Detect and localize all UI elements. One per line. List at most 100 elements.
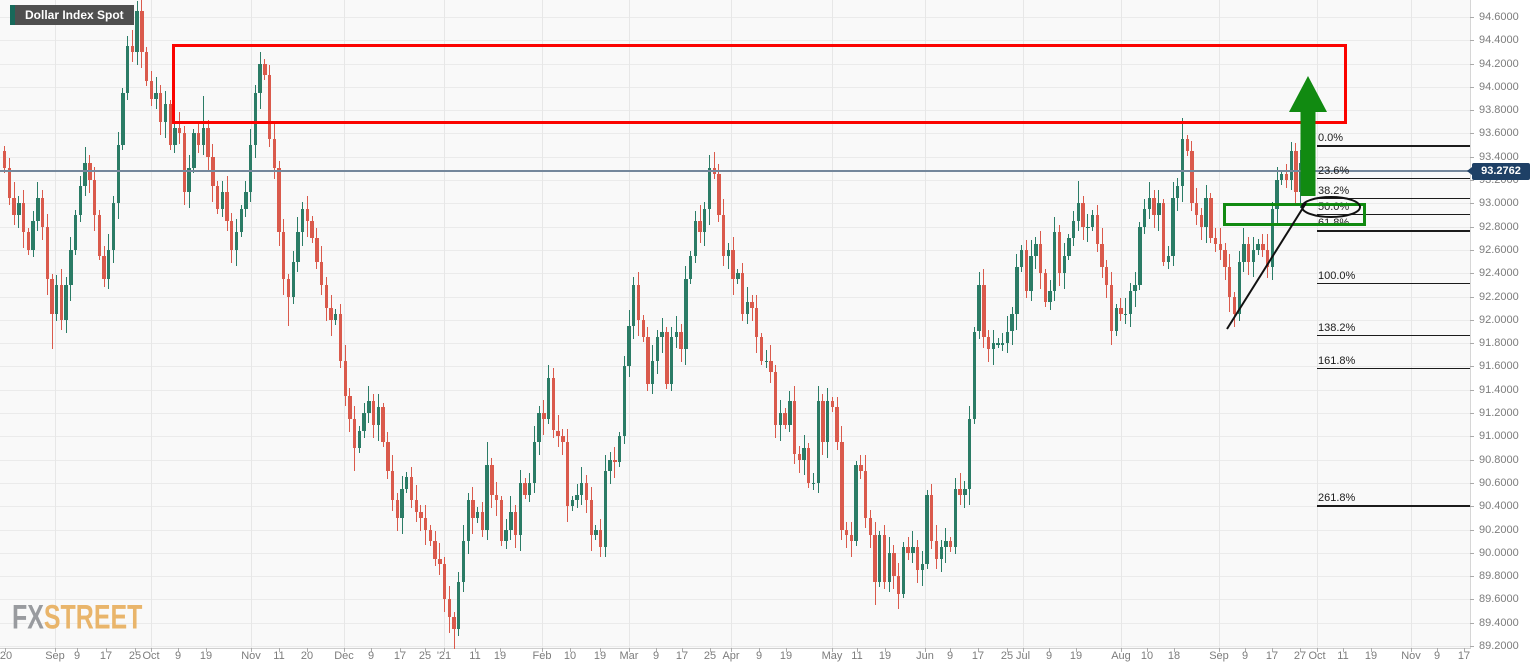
candle [1161,203,1166,262]
candle [277,168,281,233]
x-axis-tick [371,648,372,652]
candle [556,430,560,437]
candle [1232,296,1237,315]
gridline-vertical [925,0,926,648]
x-axis-tick [178,648,179,652]
candle [835,407,839,443]
candle [1038,244,1043,274]
candle [338,314,343,361]
x-axis-tick [542,648,543,652]
candle [494,494,499,501]
x-axis-label: 11 [469,650,481,662]
candle [684,279,688,349]
x-axis-label: Sep [1209,650,1229,662]
candle [651,360,655,384]
x-axis-label: 10 [563,650,577,662]
y-axis-tick [1470,180,1474,182]
x-axis-tick [925,648,926,652]
gridline-horizontal [0,249,1470,251]
candle [736,273,740,280]
candle [1265,249,1270,268]
x-axis-label: '20 [0,650,13,662]
instrument-name: Dollar Index Spot [25,8,124,22]
candle [267,75,272,140]
candle [1024,249,1029,291]
candle [499,500,504,542]
resistance-zone-box[interactable] [172,43,1347,125]
candle [854,465,858,542]
gridline-vertical [1121,0,1122,648]
gridline-vertical [344,0,345,648]
candle [1081,203,1085,227]
fib-level-label: 0.0% [1318,132,1344,145]
y-axis-label: 94.2000 [1479,57,1519,70]
candle [1048,290,1052,303]
x-axis-tick [1272,648,1273,652]
candle [840,442,844,530]
x-axis-tick [425,648,426,652]
candle [1114,308,1118,332]
support-zone-box[interactable] [1223,203,1366,226]
candle [665,331,669,384]
candle [934,541,939,559]
x-axis-tick [1007,648,1008,652]
gridline-vertical [1219,0,1220,648]
y-axis-tick [1470,459,1474,461]
y-axis-tick [1470,599,1474,601]
candle [1005,331,1010,344]
candle [1076,203,1081,221]
fib-level-line [1317,505,1470,507]
x-axis-label: 9 [73,650,81,662]
candle [906,546,910,553]
x-axis-tick [731,648,732,652]
candle [892,552,896,577]
candle [159,92,163,122]
gridline-vertical [1023,0,1024,648]
candle [319,261,324,285]
candle [381,407,385,443]
y-axis-label: 92.4000 [1479,267,1519,280]
candle [721,215,726,256]
candle [107,249,111,280]
x-axis-label: 9 [174,650,182,662]
gridline-horizontal [0,389,1470,391]
candle [792,401,797,454]
y-axis-tick [1470,436,1474,438]
gridline-horizontal [0,110,1470,112]
candle [149,81,154,99]
gridline-vertical [444,0,445,648]
y-axis-tick [1470,482,1474,484]
candle [215,185,220,210]
x-axis-tick [600,648,601,652]
candle [1090,215,1095,227]
logo-part-fx: FX [12,597,44,636]
candle [996,343,1000,345]
x-axis-tick [857,648,858,652]
x-axis-tick [978,648,979,652]
candle [225,191,229,221]
x-axis-label: Feb [532,650,552,662]
price-chart-plot[interactable]: 0.0% 23.6% 38.2% 50.0% 61.8% 100.0% 138.2% 161.… [0,0,1471,650]
y-axis-tick [1470,203,1474,205]
candle [1213,238,1218,245]
x-axis-tick [500,648,501,652]
candle [310,220,314,239]
candle [1053,232,1057,291]
candle [102,255,106,280]
candle [811,482,816,485]
candle [1199,215,1204,227]
candle [1176,185,1180,198]
x-axis-tick [55,648,56,652]
candle [466,500,470,542]
fib-level-line [1317,197,1470,200]
candle [925,494,929,565]
y-axis-label: 92.2000 [1479,290,1519,303]
candle [244,191,248,210]
candle [471,500,475,518]
candle-wick [1087,213,1089,243]
candle [546,378,551,419]
candle [859,465,863,472]
candle [1166,255,1170,262]
x-axis-label: 19 [199,650,213,662]
gridline-horizontal [0,482,1470,484]
